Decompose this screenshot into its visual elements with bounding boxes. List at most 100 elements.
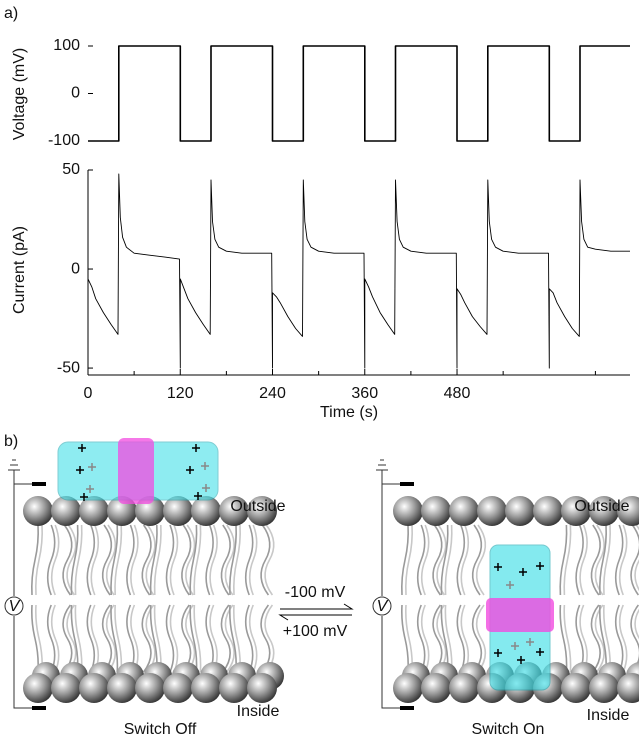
lipid-tail — [614, 524, 624, 596]
x-tick-label: 360 — [351, 385, 378, 402]
outside-label: Outside — [230, 498, 285, 515]
lipid-tail — [165, 524, 175, 596]
lipid-tail — [460, 524, 470, 596]
lipid-tail — [563, 604, 572, 673]
lipid-tail — [599, 524, 607, 596]
lipid-head — [191, 673, 221, 703]
lipid-tail — [579, 524, 588, 596]
x-tick-label: 120 — [167, 385, 194, 402]
lipid-tail — [114, 524, 123, 596]
lipid-tail — [603, 524, 611, 596]
lipid-tail — [599, 604, 607, 673]
lipid-tail — [165, 604, 175, 673]
lipid-head — [421, 496, 451, 526]
y-tick-label: -50 — [57, 359, 80, 376]
lipid-tail — [460, 604, 470, 673]
data-line — [87, 173, 630, 369]
charge — [536, 648, 544, 656]
lipid-head — [23, 673, 53, 703]
lipid-tail — [86, 604, 96, 673]
charge — [194, 492, 202, 500]
lipid-tail — [224, 524, 235, 596]
lipid-tail — [126, 524, 135, 596]
data-line — [88, 45, 630, 142]
lipid-tail — [153, 604, 162, 673]
caption: Switch On — [472, 721, 545, 738]
lipid-tail — [618, 604, 628, 673]
outside-label: Outside — [574, 498, 629, 515]
lipid-tail — [444, 604, 453, 673]
lipid-tail — [436, 524, 447, 596]
lipid-tail — [456, 524, 466, 596]
lipid-tail — [141, 524, 152, 596]
lipid-tail — [105, 524, 117, 596]
charge — [506, 581, 514, 589]
lipid-head — [163, 496, 193, 526]
lipid-head — [561, 673, 591, 703]
lipid-tail — [205, 524, 214, 596]
lipid-tail — [630, 524, 639, 596]
lipid-tail — [209, 604, 218, 673]
voltmeter — [372, 596, 392, 616]
lipid-tail — [260, 604, 271, 673]
lipid-head — [589, 496, 619, 526]
lipid-head — [617, 496, 639, 526]
charge — [517, 656, 525, 664]
charge — [519, 568, 527, 576]
lipid-head — [23, 496, 53, 526]
lipid-tail — [169, 604, 179, 673]
lipid-tail — [62, 524, 73, 596]
charge — [186, 466, 194, 474]
ground — [8, 459, 20, 471]
lipid-tail — [416, 524, 426, 596]
lipid-tail — [70, 524, 79, 596]
lipid-tail — [193, 524, 202, 596]
charge — [192, 444, 200, 452]
lipid-tail — [456, 604, 466, 673]
lipid-tail — [70, 604, 79, 673]
charge — [80, 493, 88, 501]
lipid-tail — [559, 604, 568, 673]
lipid-tail — [50, 604, 60, 673]
y-tick-label: 0 — [71, 260, 80, 277]
lipid-head — [219, 496, 249, 526]
lipid-tail — [220, 524, 231, 596]
lipid-tail — [86, 524, 96, 596]
lipid-tail — [420, 524, 430, 596]
lipid-head — [107, 673, 137, 703]
lipid-tail — [248, 524, 258, 596]
lipid-tail — [145, 524, 156, 596]
lipid-tail — [35, 604, 43, 673]
lipid-tail — [145, 604, 156, 673]
lipid-head — [51, 496, 81, 526]
equilibrium-arrow — [278, 614, 352, 621]
equilibrium-arrow — [280, 603, 354, 610]
lipid-tail — [416, 604, 426, 673]
lipid-head — [79, 673, 109, 703]
inside-label: Inside — [587, 707, 630, 724]
lipid-tail — [475, 524, 487, 596]
lipid-head — [449, 673, 479, 703]
lipid-tail — [634, 524, 639, 592]
lipid-tail — [229, 604, 237, 673]
lipid-tail — [101, 524, 113, 596]
charge — [78, 444, 86, 452]
lipid-tail — [90, 604, 100, 673]
lipid-tail — [233, 604, 241, 673]
y-tick-label: 50 — [62, 161, 80, 178]
panel-label: b) — [4, 433, 18, 450]
lipid-tail — [181, 604, 192, 673]
lipid-head — [421, 673, 451, 703]
charge — [86, 485, 94, 493]
lipid-tail — [74, 524, 83, 596]
charge — [201, 462, 209, 470]
voltage-label: +100 mV — [283, 623, 348, 640]
lipid-tail — [405, 604, 413, 673]
lipid-head — [561, 496, 591, 526]
lipid-tail — [401, 604, 409, 673]
lipid-tail — [101, 604, 113, 673]
lipid-tail — [579, 604, 588, 673]
lipid-tail — [590, 604, 601, 673]
